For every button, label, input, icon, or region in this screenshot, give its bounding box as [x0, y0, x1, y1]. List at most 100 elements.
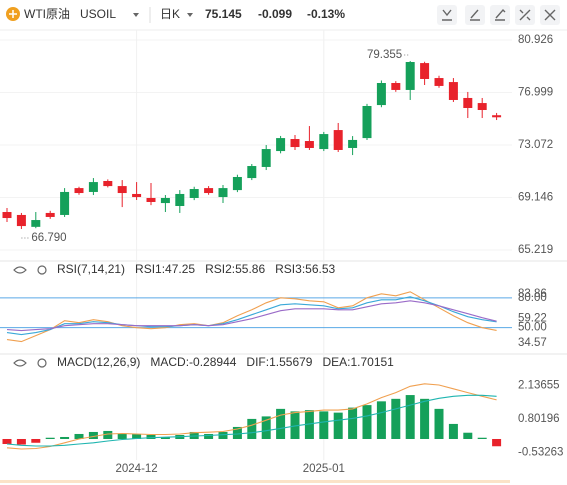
y-tick-label: 80.926 — [518, 34, 553, 46]
y-tick-label: 65.219 — [518, 244, 553, 256]
y-tick-label: 0.80196 — [518, 413, 560, 425]
macd-bar — [261, 416, 271, 439]
candle-body — [60, 191, 70, 215]
candle-body — [420, 63, 430, 79]
reference-label: 50.00 — [518, 322, 547, 334]
tool-button[interactable] — [465, 5, 485, 25]
candle-body — [132, 193, 142, 198]
macd-bar — [319, 411, 329, 439]
macd-bar — [60, 436, 70, 439]
macd-bar — [348, 407, 358, 439]
indicator-line — [6, 291, 497, 343]
tool-icon — [470, 9, 480, 21]
legend-entry: MACD:-0.28944 — [150, 355, 236, 369]
legend-entry: DEA:1.70151 — [322, 355, 394, 369]
y-tick-label: 59.22 — [518, 313, 547, 325]
candle-body — [88, 182, 98, 192]
last-price: 75.145 — [205, 7, 242, 21]
tool-icon — [544, 9, 556, 21]
candle-body — [189, 189, 199, 198]
macd-bar — [160, 436, 170, 439]
candle-body — [160, 197, 170, 204]
dropdown-arrow[interactable] — [133, 13, 139, 17]
macd-line — [6, 383, 497, 450]
y-tick-label: 2.13655 — [518, 379, 560, 391]
macd-bar — [31, 438, 41, 443]
macd-bar — [376, 401, 386, 439]
macd-bar — [88, 431, 98, 439]
macd-bar — [117, 433, 127, 439]
macd-bar — [218, 431, 228, 439]
tool-icon — [495, 8, 506, 21]
indicator-line — [6, 296, 497, 336]
macd-bar — [420, 398, 430, 439]
macd-bar — [146, 434, 156, 439]
macd-bar — [492, 438, 502, 447]
macd-bar — [232, 426, 242, 439]
macd-bar — [16, 438, 26, 445]
candle-body — [477, 103, 487, 111]
symbol-code[interactable]: USOIL — [80, 7, 116, 21]
candle-body — [348, 139, 358, 148]
y-tick-label: 76.999 — [518, 87, 553, 99]
x-tick-label: 2025-01 — [303, 463, 345, 475]
macd-bar — [247, 418, 257, 439]
legend-entry: DIF:1.55679 — [246, 355, 312, 369]
low-annotation: 66.790 — [31, 232, 66, 244]
macd-bar — [290, 411, 300, 439]
tool-button[interactable] — [490, 5, 510, 25]
candle-body — [247, 166, 257, 179]
candle-body — [463, 97, 473, 108]
eye-icon[interactable] — [13, 359, 27, 367]
candle-body — [103, 180, 113, 187]
candle-body — [362, 105, 372, 139]
candle-body — [319, 134, 329, 150]
candle-body — [276, 138, 286, 152]
price-change: -0.099 — [258, 7, 292, 21]
settings-icon[interactable] — [37, 265, 47, 275]
macd-bar — [362, 405, 372, 439]
candle-body — [333, 130, 343, 150]
symbol-icon-mark — [9, 10, 17, 18]
candle-body — [492, 115, 502, 118]
symbol-name[interactable]: WTI原油 — [24, 7, 70, 21]
macd-bar — [333, 412, 343, 439]
tool-icon — [442, 9, 452, 21]
candle-body — [16, 214, 26, 227]
y-tick-label: 73.072 — [518, 139, 553, 151]
candle-body — [290, 139, 300, 148]
legend-entry: RSI1:47.25 — [135, 262, 195, 276]
period[interactable]: 日K — [160, 7, 180, 21]
dropdown-arrow[interactable] — [187, 13, 193, 17]
candle-body — [434, 78, 444, 86]
y-tick-label: 69.146 — [518, 192, 553, 204]
macd-bar — [204, 433, 214, 439]
reference-label: 80.00 — [518, 292, 547, 304]
candle-body — [232, 176, 242, 191]
macd-bar — [132, 433, 142, 439]
macd-line — [6, 394, 497, 447]
settings-icon[interactable] — [37, 358, 47, 368]
macd-bar — [391, 398, 401, 439]
candle-body — [175, 193, 185, 206]
candle-body — [117, 186, 127, 194]
macd-bar — [304, 410, 314, 439]
candle-body — [376, 82, 386, 106]
legend-entry: RSI3:56.53 — [275, 262, 335, 276]
price-change-percent: -0.13% — [307, 7, 345, 21]
macd-bar — [276, 408, 286, 439]
candle-body — [218, 188, 228, 198]
candle-body — [31, 220, 41, 227]
y-tick-label: -0.53263 — [518, 446, 563, 458]
macd-bar — [2, 438, 12, 445]
eye-icon[interactable] — [13, 266, 27, 274]
macd-bar — [405, 395, 415, 439]
candle-body — [74, 188, 84, 194]
indicator-title: RSI(7,14,21) — [57, 262, 125, 276]
candle-body — [304, 141, 314, 148]
candle-body — [261, 149, 271, 167]
macd-bar — [434, 408, 444, 439]
indicator-title: MACD(12,26,9) — [57, 355, 140, 369]
y-tick-label: 34.57 — [518, 337, 547, 349]
